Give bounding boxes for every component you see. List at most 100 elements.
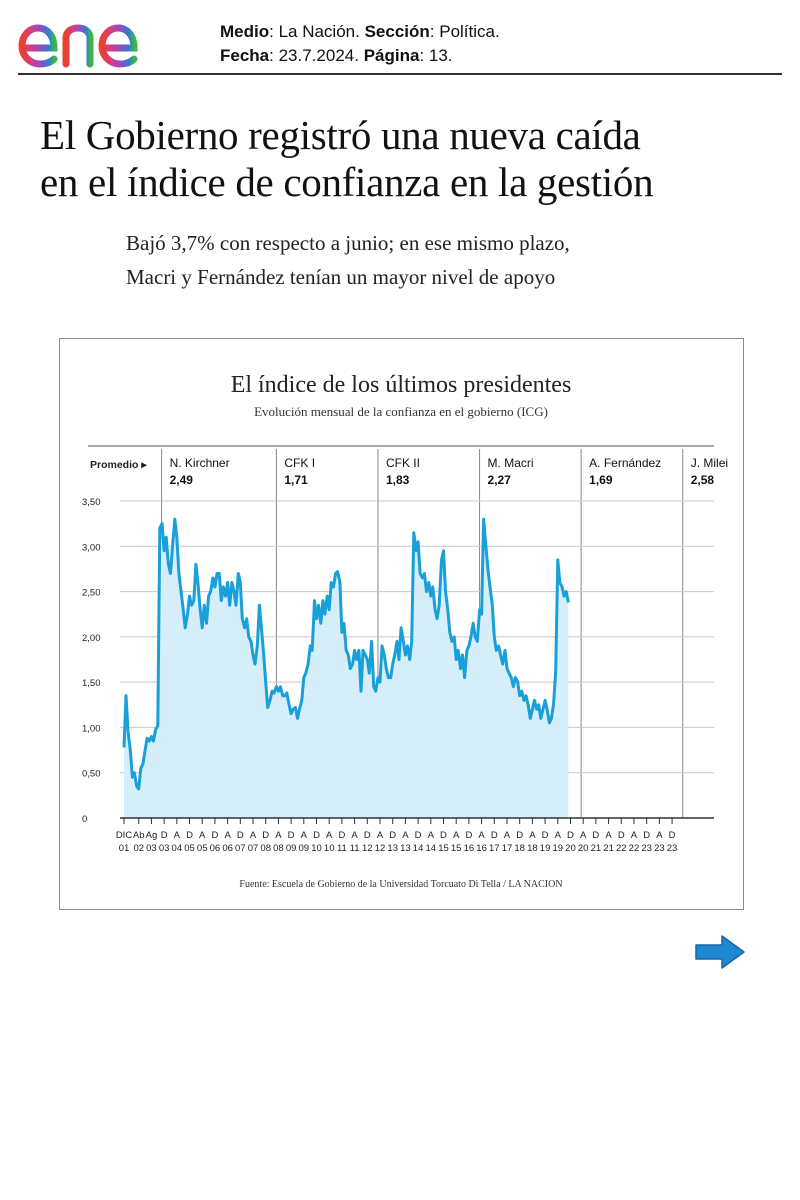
x-tick-label: A <box>555 830 562 841</box>
x-tick-year: 16 <box>476 843 487 854</box>
x-tick-year: 03 <box>146 843 157 854</box>
x-tick-year: 12 <box>362 843 373 854</box>
headline-line-1: El Gobierno registró una nueva caída <box>40 112 641 158</box>
subhead-line-2: Macri y Fernández tenían un mayor nivel … <box>126 265 556 289</box>
president-average: 2,49 <box>170 473 194 487</box>
next-arrow-icon[interactable] <box>694 934 746 970</box>
x-tick-year: 22 <box>616 843 627 854</box>
x-tick-year: 23 <box>667 843 678 854</box>
x-tick-label: A <box>605 830 612 841</box>
chart-figure: El índice de los últimos presidentes Evo… <box>59 338 744 910</box>
fecha-value: 23.7.2024. <box>278 46 359 65</box>
y-tick-label: 3,00 <box>82 542 101 553</box>
president-name: J. Milei <box>691 456 728 470</box>
x-tick-year: 21 <box>603 843 614 854</box>
chart-title: El índice de los últimos presidentes <box>231 372 572 398</box>
x-tick-label: D <box>618 830 625 841</box>
x-tick-label: DIC <box>116 830 133 841</box>
subhead-line-1: Bajó 3,7% con respecto a junio; en ese m… <box>126 231 570 255</box>
chart-source: Fuente: Escuela de Gobierno de la Univer… <box>239 879 562 890</box>
x-tick-label: A <box>301 830 308 841</box>
president-name: CFK II <box>386 456 420 470</box>
x-tick-label: D <box>567 830 574 841</box>
icg-area-fill <box>124 519 569 818</box>
icg-series-line <box>122 517 570 791</box>
x-tick-label: A <box>631 830 638 841</box>
president-average: 2,58 <box>691 473 715 487</box>
x-tick-year: 20 <box>565 843 576 854</box>
seccion-value: Política. <box>439 22 500 41</box>
x-tick-year: 14 <box>426 843 437 854</box>
x-tick-year: 04 <box>172 843 183 854</box>
x-tick-year: 18 <box>527 843 538 854</box>
x-tick-label: D <box>643 830 650 841</box>
x-tick-label: A <box>580 830 587 841</box>
x-tick-year: 23 <box>641 843 652 854</box>
x-tick-year: 05 <box>184 843 195 854</box>
x-tick-label: D <box>465 830 472 841</box>
x-tick-label: D <box>211 830 218 841</box>
x-tick-year: 14 <box>413 843 424 854</box>
x-tick-label: A <box>656 830 663 841</box>
x-tick-year: 21 <box>591 843 602 854</box>
x-tick-label: D <box>491 830 498 841</box>
x-tick-label: A <box>351 830 358 841</box>
x-tick-label: D <box>542 830 549 841</box>
y-tick-label: 2,00 <box>82 633 101 644</box>
x-tick-year: 19 <box>552 843 563 854</box>
x-tick-label: A <box>174 830 181 841</box>
x-tick-label: D <box>516 830 523 841</box>
x-tick-label: A <box>529 830 536 841</box>
promedio-label: Promedio ▸ <box>90 459 147 471</box>
x-tick-year: 17 <box>502 843 513 854</box>
y-tick-label: 0,50 <box>82 769 101 780</box>
x-tick-year: 13 <box>387 843 398 854</box>
x-tick-year: 12 <box>375 843 386 854</box>
x-tick-year: 15 <box>438 843 449 854</box>
x-tick-label: A <box>224 830 231 841</box>
x-tick-label: D <box>161 830 168 841</box>
x-tick-year: 13 <box>400 843 411 854</box>
x-tick-label: D <box>440 830 447 841</box>
x-tick-label: A <box>402 830 409 841</box>
x-tick-label: D <box>237 830 244 841</box>
president-average: 2,27 <box>488 473 512 487</box>
x-tick-year: 10 <box>324 843 335 854</box>
x-tick-year: 07 <box>248 843 259 854</box>
x-tick-year: 16 <box>464 843 475 854</box>
x-tick-year: 01 <box>119 843 130 854</box>
x-tick-year: 15 <box>451 843 462 854</box>
meta-line-1: Medio: La Nación. Sección: Política. <box>220 22 500 41</box>
y-tick-label: 1,00 <box>82 723 101 734</box>
president-average: 1,83 <box>386 473 410 487</box>
x-tick-year: 08 <box>273 843 284 854</box>
x-tick-year: 18 <box>514 843 525 854</box>
x-tick-label: A <box>275 830 282 841</box>
x-tick-label: A <box>504 830 511 841</box>
x-tick-label: D <box>186 830 193 841</box>
x-tick-label: A <box>428 830 435 841</box>
headline-line-2: en el índice de confianza en la gestión <box>40 159 654 205</box>
x-tick-label: A <box>326 830 333 841</box>
x-tick-year: 09 <box>286 843 297 854</box>
president-name: M. Macri <box>488 456 534 470</box>
pagina-value: 13. <box>428 46 453 65</box>
x-tick-label: A <box>478 830 485 841</box>
x-tick-label: D <box>364 830 371 841</box>
x-tick-label: D <box>592 830 599 841</box>
president-average: 1,71 <box>284 473 308 487</box>
x-tick-year: 06 <box>210 843 221 854</box>
x-tick-label: D <box>669 830 676 841</box>
x-tick-year: 09 <box>299 843 310 854</box>
headline: El Gobierno registró una nueva caída en … <box>40 112 780 206</box>
x-tick-label: A <box>199 830 206 841</box>
x-tick-label: D <box>389 830 396 841</box>
x-tick-label: D <box>338 830 345 841</box>
x-tick-label: D <box>288 830 295 841</box>
x-tick-year: 11 <box>350 843 360 854</box>
x-tick-year: 11 <box>337 843 347 854</box>
x-tick-year: 19 <box>540 843 551 854</box>
y-tick-label: 1,50 <box>82 678 101 689</box>
x-tick-year: 05 <box>197 843 208 854</box>
